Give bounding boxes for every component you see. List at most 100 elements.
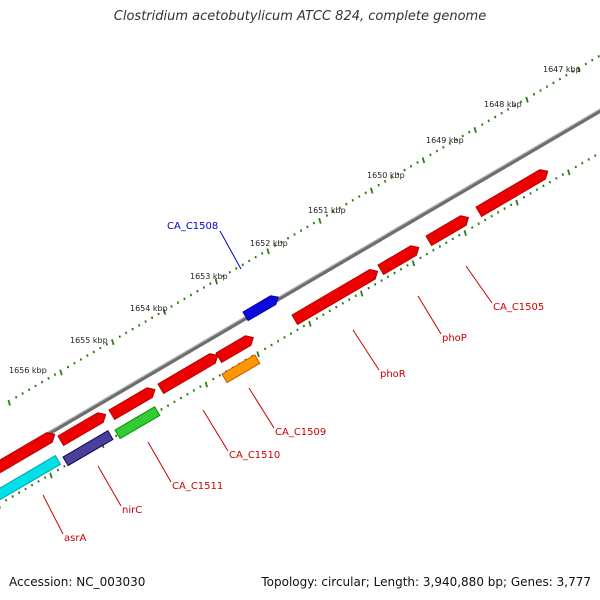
gene-features — [0, 169, 549, 501]
inner-tick-mark — [322, 313, 325, 317]
inner-tick-mark — [399, 267, 403, 271]
outer-tick-mark — [273, 244, 277, 248]
inner-tick-mark — [218, 373, 221, 377]
outer-tick-mark — [525, 96, 529, 103]
outer-tick-mark — [150, 316, 154, 320]
inner-tick-mark — [49, 472, 53, 479]
gene-block — [291, 268, 379, 326]
outer-tick-mark — [125, 331, 128, 335]
outer-tick-mark — [293, 233, 296, 236]
outer-tick-mark — [519, 100, 523, 104]
outer-tick-mark — [66, 365, 70, 369]
outer-tick-mark — [345, 202, 348, 206]
inner-tick-mark — [587, 158, 590, 161]
outer-tick-mark — [584, 62, 587, 66]
outer-tick-mark — [131, 327, 134, 331]
kbp-label: 1651 kbp — [308, 206, 346, 215]
outer-tick-mark — [260, 252, 264, 255]
inner-tick-mark — [11, 495, 14, 498]
outer-tick-mark — [47, 377, 50, 380]
inner-tick-mark — [548, 180, 552, 184]
outer-tick-mark — [306, 225, 309, 229]
outer-tick-mark — [473, 126, 477, 133]
inner-tick-mark — [535, 188, 539, 192]
outer-tick-mark — [202, 286, 206, 289]
label-leader-line — [417, 295, 442, 335]
gene-label: phoP — [442, 333, 467, 344]
inner-tick-mark — [458, 233, 461, 237]
outer-tick-mark — [571, 70, 575, 73]
kbp-label: 1650 kbp — [367, 171, 405, 180]
inner-tick-mark — [406, 264, 409, 267]
inner-tick-mark — [451, 237, 454, 241]
outer-tick-mark — [409, 164, 413, 168]
label-leader-line — [465, 265, 493, 304]
genome-backbone — [0, 108, 600, 465]
outer-tick-mark — [318, 217, 322, 224]
inner-tick-mark — [348, 298, 351, 301]
outer-tick-track — [7, 55, 600, 406]
label-leader-line — [248, 387, 275, 429]
gene-block — [215, 335, 254, 364]
outer-tick-mark — [189, 293, 193, 297]
outer-tick-mark — [565, 73, 568, 77]
outer-tick-mark — [506, 108, 510, 111]
outer-tick-mark — [248, 259, 251, 263]
gene-block-ca-c1509 — [221, 354, 261, 384]
gene-block — [377, 245, 420, 276]
outer-tick-mark — [170, 305, 173, 308]
inner-tick-mark — [212, 377, 215, 381]
map-title: Clostridium acetobutylicum ATCC 824, com… — [113, 9, 487, 24]
gene-label: CA_C1511 — [172, 481, 223, 492]
inner-tick-mark — [490, 214, 493, 218]
outer-tick-mark — [118, 335, 121, 339]
inner-tick-mark — [445, 241, 448, 245]
outer-tick-mark — [40, 380, 44, 384]
inner-tick-mark — [296, 328, 299, 332]
inner-tick-mark — [204, 381, 208, 388]
inner-tick-mark — [393, 271, 396, 275]
outer-tick-mark — [280, 240, 283, 244]
kbp-label: 1648 kbp — [484, 100, 522, 109]
outer-tick-mark — [235, 267, 238, 270]
outer-tick-mark — [59, 369, 63, 376]
gene-label: CA_C1510 — [229, 450, 280, 461]
outer-tick-mark — [552, 81, 555, 85]
gene-block — [57, 412, 107, 447]
outer-tick-mark — [99, 346, 102, 350]
outer-tick-mark — [111, 339, 115, 346]
outer-tick-mark — [358, 195, 361, 198]
gene-label: asrA — [64, 533, 86, 544]
outer-tick-mark — [7, 399, 11, 406]
outer-tick-mark — [176, 301, 180, 304]
gene-block-ca-c1511 — [114, 406, 161, 440]
outer-tick-mark — [532, 92, 536, 96]
inner-tick-mark — [411, 260, 416, 267]
outer-tick-mark — [396, 172, 400, 176]
inner-tick-mark — [328, 309, 331, 313]
inner-tick-mark — [289, 332, 293, 335]
inner-tick-mark — [581, 161, 584, 165]
kbp-label: 1647 kbp — [543, 65, 581, 74]
kbp-label: 1654 kbp — [130, 304, 168, 313]
outer-tick-mark — [21, 392, 24, 395]
inner-tick-mark — [567, 169, 571, 176]
outer-tick-mark — [403, 168, 406, 172]
inner-tick-mark — [186, 392, 189, 396]
inner-tick-mark — [509, 203, 513, 207]
inner-tick-mark — [115, 434, 118, 438]
outer-tick-mark — [312, 221, 316, 225]
outer-tick-mark — [364, 191, 367, 195]
outer-tick-mark — [266, 248, 270, 255]
inner-tick-mark — [477, 222, 480, 226]
outer-tick-mark — [416, 161, 419, 164]
outer-tick-mark — [545, 85, 549, 89]
inner-tick-mark — [17, 491, 21, 495]
gene-label: CA_C1509 — [275, 427, 326, 438]
inner-tick-mark — [256, 351, 260, 358]
inner-tick-mark — [173, 400, 176, 404]
kbp-scale-labels: 1647 kbp 1648 kbp 1649 kbp 1650 kbp 1651 kbp… — [9, 65, 581, 375]
outer-tick-mark — [390, 176, 393, 179]
gene-block — [108, 387, 156, 421]
outer-tick-mark — [299, 229, 303, 232]
